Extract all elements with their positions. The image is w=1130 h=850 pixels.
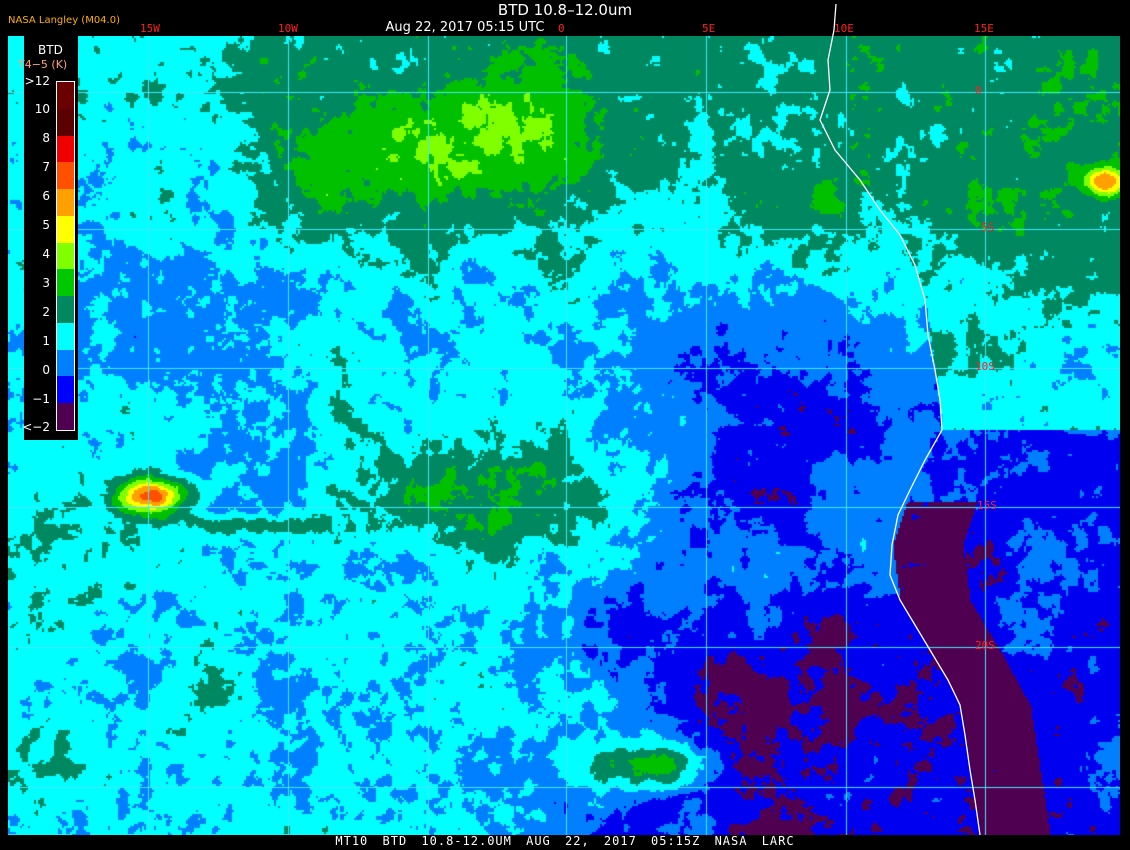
legend-swatch	[57, 269, 74, 297]
legend-label: >12	[24, 74, 50, 88]
legend-label: <−2	[22, 420, 50, 434]
legend-title: BTD	[38, 43, 63, 57]
legend-swatch	[57, 189, 74, 216]
color-legend: BTD T4−5 (K) >12 10 8 7 6 5 4 3 2 1 0 −1 <−2	[18, 36, 78, 440]
legend-swatch	[57, 108, 74, 136]
africa-coastline	[819, 3, 981, 836]
legend-label: 6	[42, 189, 50, 203]
btd-satellite-image	[8, 36, 1120, 835]
legend-units: T4−5 (K)	[18, 58, 68, 71]
lon-label-10e: 10E	[834, 22, 854, 35]
legend-label: −1	[32, 392, 50, 406]
legend-swatch	[57, 215, 74, 243]
legend-label: 5	[42, 218, 50, 232]
legend-label: 8	[42, 131, 50, 145]
legend-label: 7	[42, 160, 50, 174]
lat-label-10s: 10S	[975, 360, 995, 373]
legend-color-bar	[56, 81, 75, 431]
legend-swatch	[57, 322, 74, 350]
legend-label: 0	[42, 363, 50, 377]
legend-swatch	[57, 296, 74, 323]
image-timestamp: Aug 22, 2017 05:15 UTC	[385, 20, 545, 35]
legend-label: 2	[42, 305, 50, 319]
lat-label-20s: 20S	[975, 639, 995, 652]
legend-swatch	[57, 162, 74, 190]
lon-label-15e: 15E	[974, 22, 994, 35]
legend-label: 1	[42, 334, 50, 348]
legend-label: 10	[34, 102, 50, 116]
legend-swatch	[57, 376, 74, 404]
legend-swatch	[57, 349, 74, 377]
legend-swatch	[57, 82, 74, 109]
credit-label: NASA Langley (M04.0)	[8, 15, 120, 26]
lon-label-0: 0	[558, 22, 565, 35]
legend-swatch	[57, 403, 74, 430]
legend-label: 4	[42, 247, 50, 261]
lat-label-0: 0	[975, 84, 982, 97]
lat-label-15s: 15S	[977, 499, 997, 512]
legend-swatch	[57, 242, 74, 270]
lon-label-10w: 10W	[278, 22, 298, 35]
legend-label: 3	[42, 276, 50, 290]
lon-label-5e: 5E	[702, 22, 716, 35]
lon-label-15w: 15W	[140, 22, 160, 35]
legend-swatch	[57, 135, 74, 163]
footer-caption: MT10 BTD 10.8-12.0UM AUG 22, 2017 05:15Z…	[335, 834, 795, 848]
image-title: BTD 10.8–12.0um	[497, 1, 633, 19]
lat-label-5s: 5S	[981, 221, 995, 234]
